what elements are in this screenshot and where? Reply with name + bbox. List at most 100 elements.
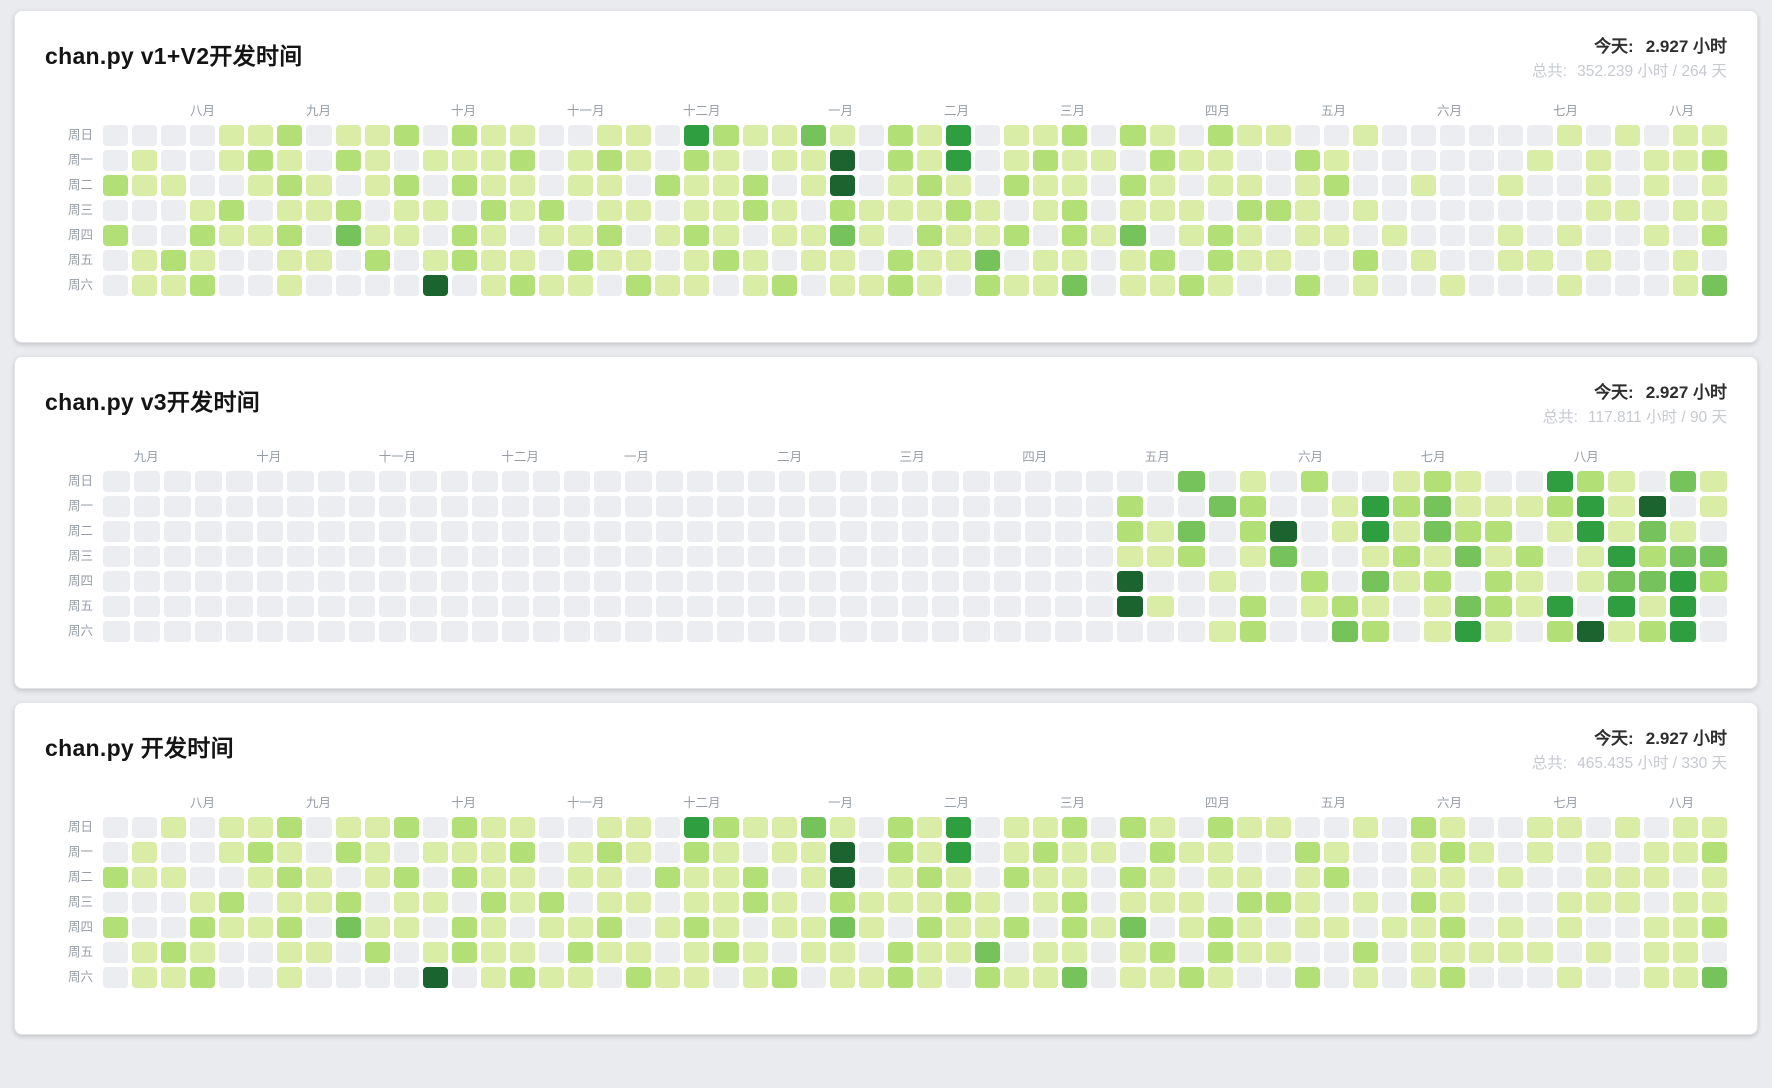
heatmap-cell	[1643, 274, 1669, 296]
heatmap-cell	[717, 545, 745, 567]
stat-today: 今天: 2.927 小时	[1532, 37, 1727, 57]
heatmap-cell	[626, 916, 652, 938]
heatmap-cell	[858, 841, 884, 863]
heatmap-cell	[318, 620, 345, 642]
heatmap-cell	[393, 941, 419, 963]
heatmap-cell	[1546, 520, 1574, 542]
heatmap-cell	[533, 620, 560, 642]
heatmap-cell	[916, 199, 943, 221]
heatmap-cell	[335, 249, 361, 271]
heatmap-cell	[133, 570, 161, 592]
heatmap-cell	[287, 595, 315, 617]
heatmap-cell	[1353, 124, 1379, 146]
heatmap-cell	[1498, 224, 1524, 246]
heatmap-cell	[133, 520, 161, 542]
heatmap-cell	[1608, 595, 1635, 617]
heatmap-cell	[277, 841, 303, 863]
heatmap-cell	[539, 891, 565, 913]
heatmap-cell	[195, 570, 222, 592]
heatmap-cell	[1485, 570, 1512, 592]
heatmap-cell	[1556, 816, 1582, 838]
month-labels: 九月 十月 十一月 十二月 一月 二月 三月 四月 五月 六月 七月 八月	[103, 446, 1727, 464]
card-stats: 今天: 2.927 小时 总共: 117.811 小时 / 90 天	[1543, 383, 1727, 428]
heatmap-cell	[471, 595, 499, 617]
heatmap-cell	[1055, 620, 1082, 642]
heatmap-cell	[1120, 149, 1146, 171]
heatmap-cell	[1353, 174, 1379, 196]
heatmap-cell	[1236, 916, 1262, 938]
heatmap-cell	[1643, 224, 1669, 246]
heatmap-cell	[568, 816, 594, 838]
heatmap-cell	[509, 149, 536, 171]
heatmap-cell	[625, 470, 652, 492]
heatmap-cell	[1614, 249, 1640, 271]
heatmap-cell	[963, 520, 990, 542]
heatmap-cell	[946, 916, 972, 938]
heatmap-cell	[195, 495, 222, 517]
heatmap-cell	[626, 866, 652, 888]
heatmap-cell	[1614, 224, 1640, 246]
heatmap-cell	[1331, 570, 1359, 592]
heatmap-cell	[451, 124, 477, 146]
heatmap-cell	[829, 199, 855, 221]
heatmap-cell	[1033, 916, 1059, 938]
month-label: 十月	[451, 103, 477, 118]
heatmap-cell	[161, 866, 187, 888]
heatmap-cell	[132, 916, 158, 938]
heatmap-cell	[195, 620, 222, 642]
heatmap-cell	[887, 199, 913, 221]
heatmap-cell	[887, 966, 913, 988]
heatmap-cell	[858, 199, 884, 221]
heatmap-cell	[626, 966, 652, 988]
heatmap-cell	[1270, 570, 1297, 592]
heatmap-cell	[1178, 174, 1204, 196]
heatmap-cell	[1116, 470, 1144, 492]
heatmap-cell	[1454, 520, 1482, 542]
heatmap-cell	[829, 916, 855, 938]
heatmap-cell	[103, 966, 129, 988]
heatmap-cell	[1294, 124, 1320, 146]
heatmap-cell	[1120, 816, 1146, 838]
heatmap-cell	[963, 570, 990, 592]
heatmap-cell	[684, 891, 710, 913]
heatmap-cell	[932, 595, 960, 617]
heatmap-cell	[1062, 149, 1088, 171]
month-label: 五月	[1144, 449, 1170, 464]
month-label: 八月	[190, 103, 216, 118]
heatmap-cell	[1498, 816, 1524, 838]
month-label: 八月	[190, 795, 216, 810]
heatmap-cell	[1440, 941, 1466, 963]
heatmap-cell	[248, 124, 274, 146]
heatmap-cell	[1236, 941, 1262, 963]
month-label: 九月	[306, 795, 332, 810]
heatmap-cell	[1265, 866, 1291, 888]
heatmap-cell	[318, 595, 345, 617]
month-label: 十二月	[501, 449, 539, 464]
day-label: 周六	[67, 969, 93, 984]
heatmap-cell	[1614, 841, 1640, 863]
heatmap-cell	[1672, 224, 1698, 246]
month-label: 四月	[1022, 449, 1048, 464]
day-label: 周一	[67, 844, 93, 859]
heatmap-cell	[480, 274, 506, 296]
heatmap-cell	[164, 620, 192, 642]
heatmap-cell	[597, 124, 623, 146]
heatmap-cell	[626, 274, 652, 296]
heatmap-cell	[1469, 249, 1495, 271]
month-label: 十月	[451, 795, 477, 810]
heatmap-cell	[713, 124, 739, 146]
heatmap-cell	[1672, 174, 1698, 196]
heatmap-cell	[1585, 816, 1611, 838]
stat-total-label: 总共:	[1531, 755, 1568, 773]
heatmap-cell	[1469, 891, 1495, 913]
heatmap-cell	[1577, 545, 1605, 567]
heatmap-cell	[800, 866, 826, 888]
day-label: 周三	[67, 894, 93, 909]
heatmap-cell	[829, 174, 855, 196]
heatmap-cell	[164, 495, 192, 517]
heatmap-cell	[1004, 149, 1030, 171]
heatmap-cell	[1120, 224, 1146, 246]
heatmap-cell	[1120, 174, 1146, 196]
heatmap-cell	[480, 841, 506, 863]
heatmap-cell	[164, 545, 192, 567]
